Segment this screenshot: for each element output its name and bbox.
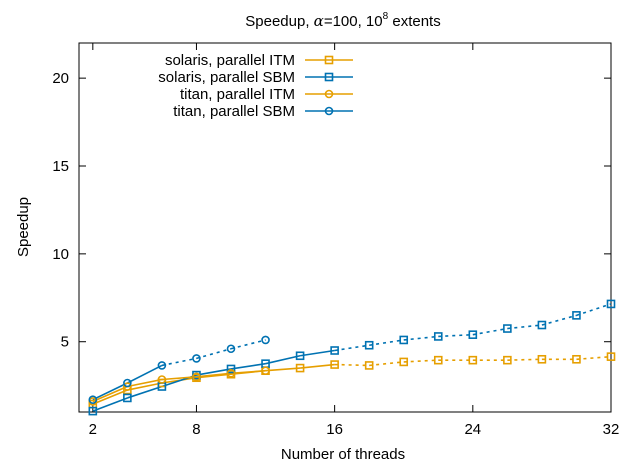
series-1-point [433,332,443,341]
series-3-segment [230,339,266,350]
legend-marker [324,89,334,99]
legend-label: titan, parallel SBM [173,103,295,120]
series-markers [88,299,616,416]
series-3-segment [92,382,128,401]
series-0-segment [127,382,163,391]
series-0-point [503,355,512,365]
title-alpha: α [314,12,324,30]
plot-frame [78,42,612,413]
series-1-segment [265,354,301,365]
series-3-point [226,344,236,354]
series-2-segment [92,385,128,403]
series-2-point [123,382,132,391]
x-tick-label: 24 [464,421,481,438]
series-0-segment [300,363,335,369]
series-1-segment [369,339,404,347]
series-1-point [295,351,305,361]
series-0-segment [369,361,404,367]
series-1-segment [576,303,612,317]
series-3-segment [161,357,197,367]
legend-label: solaris, parallel ITM [165,52,295,69]
series-3-point [261,335,270,345]
series-0-point [468,355,478,365]
series-2-point [226,369,236,378]
series-0-point [537,354,547,364]
series-0-point [606,352,616,361]
series-1-segment [472,327,508,336]
series-0-point [330,360,339,369]
series-1-point [123,393,132,403]
x-axis-label: Number of threads [281,446,405,462]
series-1-segment [127,385,163,399]
series-lines [92,303,612,412]
series-1-segment [541,314,577,326]
series-0-segment [403,359,439,363]
series-1-segment [299,349,335,357]
series-0-segment [92,389,128,405]
series-3-point [88,395,98,405]
series-1-point [537,320,547,330]
series-3-point [123,378,132,388]
x-tick-label: 2 [89,421,97,438]
series-0-point [399,357,409,367]
series-0-point [572,354,581,364]
series-2-segment [196,372,232,378]
series-0-point [364,361,374,370]
series-1-point [503,324,512,333]
series-1-point [88,406,98,416]
y-tick-label: 20 [52,70,69,87]
series-0-segment [265,367,301,372]
x-tick-label: 16 [326,421,343,438]
series-2-point [261,366,270,376]
title-exponent: 8 [383,11,389,22]
y-tick-label: 5 [61,334,69,351]
series-1-segment [230,362,266,370]
series-1-segment [196,368,232,376]
axis-ticks: 2 8 16 24 32 5 10 15 20 [52,43,619,438]
series-0-segment [196,373,232,379]
legend-marker [324,55,334,65]
series-1-segment [438,333,473,338]
series-1-point [468,330,478,339]
legend-marker [324,106,334,116]
series-0-segment [507,358,542,361]
series-2-segment [127,378,163,388]
series-2-point [157,375,167,384]
x-tick-label: 8 [192,421,200,438]
series-1-point [572,311,581,320]
series-3-segment [127,364,163,384]
y-axis-label: Speedup [15,197,32,257]
series-1-point [606,299,616,309]
series-1-segment [507,324,542,330]
x-tick-label: 32 [603,421,620,438]
series-1-point [364,340,374,350]
series-0-segment [334,363,370,367]
series-1-point [330,346,339,355]
series-1-point [226,364,236,374]
series-3-point [157,361,167,370]
series-1-point [399,335,409,345]
legend-marker [324,72,334,82]
series-1-segment [403,335,439,341]
legend-label: solaris, parallel SBM [158,69,295,86]
series-2-segment [230,369,266,375]
series-3-point [192,354,201,363]
series-0-point [295,363,305,373]
chart-title: Speedup, α=100, 108 extents [245,11,440,30]
y-tick-label: 15 [52,158,69,175]
series-0-segment [576,355,612,361]
series-3-segment [196,347,232,360]
legend-label: titan, parallel ITM [180,86,295,103]
series-1-segment [334,344,370,352]
series-0-point [433,355,443,365]
series-2-point [192,372,201,382]
y-tick-label: 10 [52,246,69,263]
series-2-segment [161,376,197,381]
series-1-segment [92,397,128,412]
